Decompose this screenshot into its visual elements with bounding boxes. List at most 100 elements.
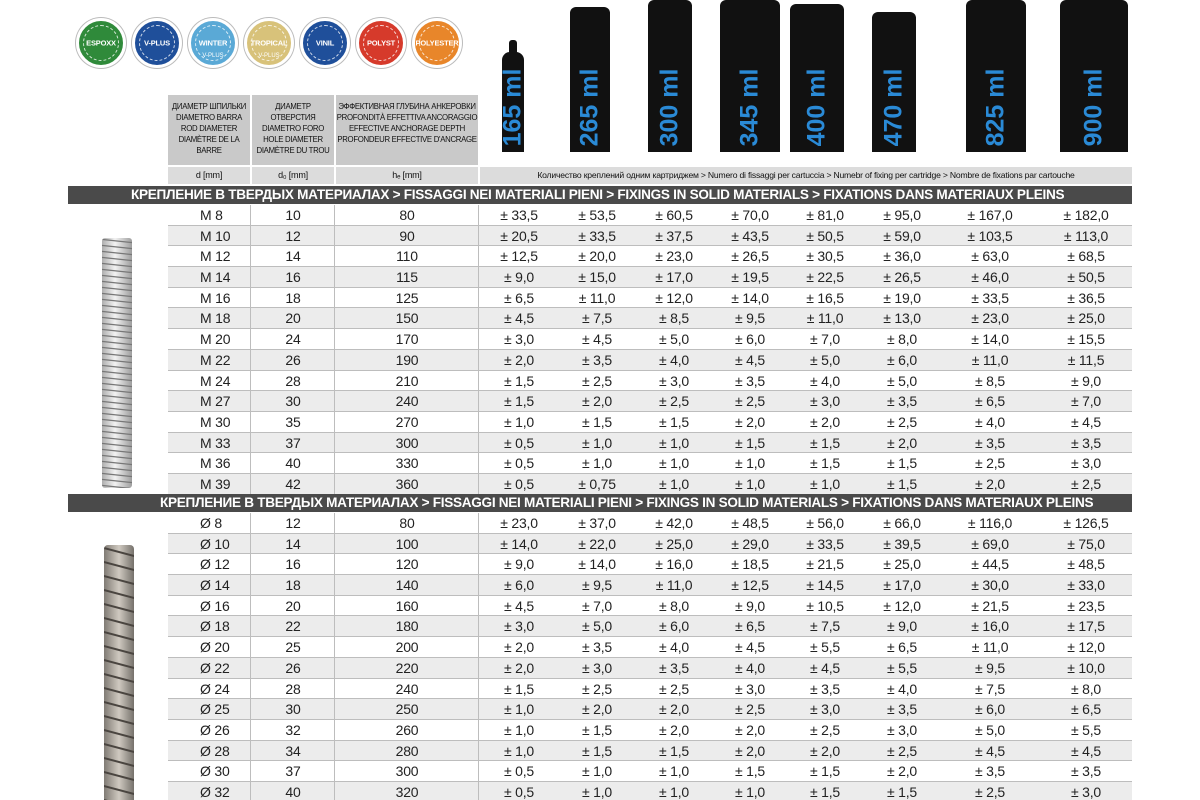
column-divider <box>334 699 335 719</box>
fixings-cell: ± 3,0 <box>581 659 613 676</box>
fixings-cell: ± 2,5 <box>734 701 766 718</box>
size-cell: M 33 <box>200 434 231 451</box>
fixings-cell: ± 3,5 <box>658 659 690 676</box>
fixings-cell: ± 3,0 <box>809 701 841 718</box>
fixings-cell: ± 39,5 <box>883 535 921 552</box>
hole-diameter-line: DIAMETRO FORO <box>262 124 324 133</box>
fixings-cell: ± 3,0 <box>1070 455 1102 472</box>
fixings-cell: ± 33,0 <box>1067 577 1105 594</box>
fixings-cell: ± 23,5 <box>1067 597 1105 614</box>
fixings-cell: ± 8,0 <box>1070 680 1102 697</box>
fixings-cell: ± 69,0 <box>971 535 1009 552</box>
fixings-cell: ± 9,5 <box>581 577 613 594</box>
hole-diameter-line: ДИАМЕТР ОТВЕРСТИЯ <box>270 102 316 122</box>
column-divider <box>478 329 479 349</box>
table-row: Ø 12 16 120 ± 9,0 ± 14,0 ± 16,0 ± 18,5 ± 21,5 ± … <box>168 554 1132 576</box>
fixings-cell: ± 7,5 <box>974 680 1006 697</box>
size-cell: Ø 24 <box>200 680 230 697</box>
fixings-cell: ± 1,5 <box>886 455 918 472</box>
fixings-cell: ± 5,0 <box>974 721 1006 738</box>
depth-cell: 250 <box>395 701 419 718</box>
fixings-cell: ± 1,0 <box>581 763 613 780</box>
column-divider <box>250 554 251 575</box>
fixings-cell: ± 3,5 <box>734 372 766 389</box>
fixings-cell: ± 22,0 <box>578 535 616 552</box>
fixings-cell: ± 11,0 <box>578 289 616 306</box>
hole-cell: 22 <box>285 618 301 635</box>
column-divider <box>334 308 335 329</box>
size-cell: Ø 20 <box>200 639 230 656</box>
unit-h: hₑ [mm] <box>336 167 478 184</box>
fixings-cell: ± 23,0 <box>500 515 538 531</box>
fixings-cell: ± 4,0 <box>974 413 1006 430</box>
fixings-cell: ± 29,0 <box>731 535 769 552</box>
column-divider <box>478 575 479 595</box>
column-headers: ДИАМЕТР ШПИЛЬКИ DIAMETRO BARRA ROD DIAMETE… <box>168 95 478 165</box>
logo-vplus-icon: V-PLUS <box>132 18 182 68</box>
fixings-cell: ± 2,5 <box>886 742 918 759</box>
depth-cell: 190 <box>395 351 419 368</box>
depth-cell: 300 <box>395 763 419 780</box>
fixings-cell: ± 1,0 <box>658 475 690 492</box>
fixings-cell: ± 7,0 <box>1070 393 1102 410</box>
column-divider <box>334 761 335 781</box>
hole-cell: 34 <box>285 742 301 759</box>
hole-cell: 18 <box>285 577 301 594</box>
fixings-cell: ± 4,0 <box>809 372 841 389</box>
fixings-cell: ± 6,0 <box>734 331 766 348</box>
logo-text: POLYST <box>366 38 396 48</box>
fixings-cell: ± 21,5 <box>971 597 1009 614</box>
fixings-cell: ± 8,0 <box>886 331 918 348</box>
column-divider <box>478 267 479 287</box>
column-divider <box>478 740 479 761</box>
hole-cell: 20 <box>285 597 301 614</box>
fixings-cell: ± 4,5 <box>734 639 766 656</box>
size-cell: Ø 30 <box>200 763 230 780</box>
column-divider <box>478 761 479 781</box>
logo-text: ESPOXX <box>86 38 116 48</box>
fixings-cell: ± 6,5 <box>734 618 766 635</box>
depth-cell: 200 <box>395 639 419 656</box>
hole-cell: 35 <box>285 413 301 430</box>
fixings-cell: ± 3,0 <box>734 680 766 697</box>
fixings-cell: ± 14,5 <box>806 577 844 594</box>
fixings-cell: ± 36,0 <box>883 248 921 265</box>
column-divider <box>334 329 335 349</box>
fixings-cell: ± 1,5 <box>886 475 918 492</box>
column-divider <box>334 719 335 740</box>
hole-cell: 14 <box>285 535 301 552</box>
cartridge-volume-label: 900 ml <box>1079 68 1108 146</box>
size-cell: M 12 <box>200 248 231 265</box>
column-divider <box>250 513 251 533</box>
fixings-cell: ± 11,0 <box>655 577 693 594</box>
fixings-cell: ± 1,5 <box>809 763 841 780</box>
column-divider <box>334 513 335 533</box>
logo-text: POLYESTER <box>415 38 459 48</box>
column-divider <box>334 678 335 699</box>
depth-cell: 360 <box>395 475 419 492</box>
size-cell: M 22 <box>200 351 231 368</box>
fixings-per-cartridge-label: Количество креплений одним картриджем > … <box>480 167 1132 184</box>
depth-cell: 125 <box>395 289 419 306</box>
table-row: Ø 10 14 100 ± 14,0 ± 22,0 ± 25,0 ± 29,0 ± 33,5 ±… <box>168 533 1132 555</box>
hole-diameter-line: HOLE DIAMETER <box>263 135 323 144</box>
fixings-cell: ± 6,0 <box>658 618 690 635</box>
header-rod-diameter: ДИАМЕТР ШПИЛЬКИ DIAMETRO BARRA ROD DIAMETE… <box>168 95 250 165</box>
header-hole-diameter: ДИАМЕТР ОТВЕРСТИЯ DIAMETRO FORO HOLE DIAME… <box>252 95 334 165</box>
table-row: M 18 20 150 ± 4,5 ± 7,5 ± 8,5 ± 9,5 ± 11,0 ± 13,… <box>168 308 1132 330</box>
column-divider <box>250 246 251 267</box>
fixings-cell: ± 37,5 <box>655 227 693 244</box>
depth-cell: 120 <box>395 556 419 573</box>
anchorage-depth-line: PROFONDEUR EFFECTIVE D'ANCRAGE <box>337 135 477 144</box>
fixings-cell: ± 13,0 <box>883 310 921 327</box>
fixings-cell: ± 9,5 <box>974 659 1006 676</box>
anchorage-depth-line: ЭФФЕКТИВНАЯ ГЛУБИНА АНКЕРОВКИ <box>338 102 476 111</box>
hole-cell: 26 <box>285 351 301 368</box>
table-row: M 36 40 330 ± 0,5 ± 1,0 ± 1,0 ± 1,0 ± 1,5 ± 1,5 ±… <box>168 453 1132 474</box>
cartridge-volume-label: 825 ml <box>981 68 1010 146</box>
column-divider <box>250 678 251 699</box>
fixings-cell: ± 1,0 <box>503 701 535 718</box>
table-row: Ø 30 37 300 ± 0,5 ± 1,0 ± 1,0 ± 1,5 ± 1,5 ± 2,0 ±… <box>168 761 1132 782</box>
fixings-cell: ± 3,0 <box>1070 783 1102 800</box>
fixings-cell: ± 2,0 <box>658 721 690 738</box>
